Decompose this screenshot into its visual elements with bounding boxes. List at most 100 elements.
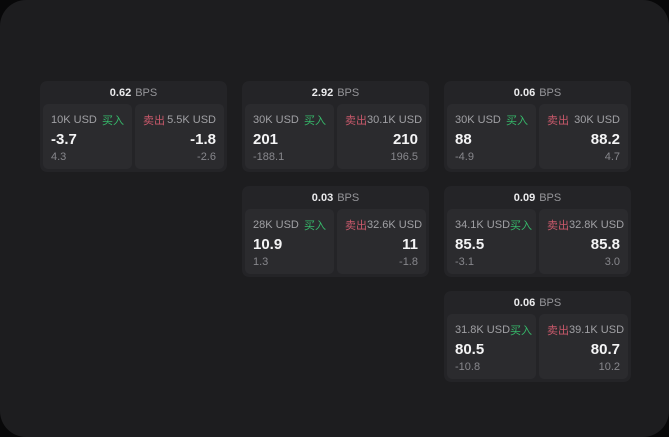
buy-delta: -10.8	[455, 361, 481, 373]
buy-pane[interactable]: 30K USD 买入 201 -188.1	[245, 104, 334, 169]
buy-label: 买入	[304, 115, 326, 127]
sell-label: 卖出	[547, 115, 569, 127]
buy-amount: 30K USD	[455, 114, 501, 126]
bps-unit-label: BPS	[539, 86, 562, 99]
sell-price: 210	[392, 131, 418, 148]
bps-header: 0.06 BPS	[444, 81, 631, 104]
buy-label: 买入	[304, 220, 326, 232]
sell-pane-top: 卖出 30K USD	[547, 112, 620, 128]
sell-pane[interactable]: 卖出 32.6K USD 11 -1.8	[337, 209, 426, 274]
sell-price: 80.7	[590, 341, 620, 358]
sell-amount: 5.5K USD	[167, 114, 216, 126]
buy-delta: 4.3	[51, 151, 67, 163]
sell-label: 卖出	[345, 115, 367, 127]
sell-delta: -2.6	[197, 151, 216, 163]
buy-amount: 28K USD	[253, 219, 299, 231]
spread-card: 2.92 BPS 30K USD 买入 201 -188.1 卖出 30.1K …	[242, 81, 429, 172]
buy-pane[interactable]: 34.1K USD 买入 85.5 -3.1	[447, 209, 536, 274]
buy-delta: -3.1	[455, 256, 474, 268]
buy-pane-top: 31.8K USD 买入	[455, 322, 532, 338]
sell-price: 88.2	[590, 131, 620, 148]
sell-label: 卖出	[547, 220, 569, 232]
buy-price: 85.5	[455, 236, 485, 253]
sell-pane[interactable]: 卖出 30.1K USD 210 196.5	[337, 104, 426, 169]
buy-label: 买入	[102, 115, 124, 127]
buy-pane[interactable]: 30K USD 买入 88 -4.9	[447, 104, 536, 169]
sell-pane[interactable]: 卖出 39.1K USD 80.7 10.2	[539, 314, 628, 379]
buy-amount: 31.8K USD	[455, 324, 511, 336]
sell-label: 卖出	[143, 115, 165, 127]
buy-price: 88	[455, 131, 472, 148]
sell-price: 11	[402, 236, 418, 253]
spread-card: 0.06 BPS 30K USD 买入 88 -4.9 卖出 30K USD	[444, 81, 631, 172]
card-body: 10K USD 买入 -3.7 4.3 卖出 5.5K USD -1.8 -2.…	[40, 104, 227, 172]
sell-pane[interactable]: 卖出 5.5K USD -1.8 -2.6	[135, 104, 224, 169]
buy-price: 201	[253, 131, 279, 148]
sell-label: 卖出	[345, 220, 367, 232]
sell-amount: 30K USD	[574, 114, 620, 126]
spread-card: 0.09 BPS 34.1K USD 买入 85.5 -3.1 卖出 32.8K…	[444, 186, 631, 277]
sell-delta: 196.5	[390, 151, 418, 163]
bps-header: 2.92 BPS	[242, 81, 429, 104]
buy-label: 买入	[506, 115, 528, 127]
buy-pane[interactable]: 10K USD 买入 -3.7 4.3	[43, 104, 132, 169]
buy-pane-top: 30K USD 买入	[253, 112, 326, 128]
bps-value: 0.03	[311, 191, 334, 204]
bps-header: 0.03 BPS	[242, 186, 429, 209]
bps-value: 2.92	[311, 86, 334, 99]
sell-pane-top: 卖出 32.6K USD	[345, 217, 422, 233]
buy-pane-top: 34.1K USD 买入	[455, 217, 532, 233]
buy-pane[interactable]: 28K USD 买入 10.9 1.3	[245, 209, 334, 274]
bps-unit-label: BPS	[135, 86, 158, 99]
bps-header: 0.62 BPS	[40, 81, 227, 104]
buy-amount: 10K USD	[51, 114, 97, 126]
sell-delta: -1.8	[399, 256, 418, 268]
card-body: 30K USD 买入 201 -188.1 卖出 30.1K USD 210 1…	[242, 104, 429, 172]
sell-pane-top: 卖出 32.8K USD	[547, 217, 624, 233]
spread-card: 0.06 BPS 31.8K USD 买入 80.5 -10.8 卖出 39.1…	[444, 291, 631, 382]
cards-grid: 0.62 BPS 10K USD 买入 -3.7 4.3 卖出 5.5K USD	[40, 81, 631, 382]
buy-pane[interactable]: 31.8K USD 买入 80.5 -10.8	[447, 314, 536, 379]
buy-pane-top: 10K USD 买入	[51, 112, 124, 128]
bps-value: 0.62	[109, 86, 132, 99]
sell-label: 卖出	[547, 325, 569, 337]
buy-label: 买入	[510, 220, 533, 232]
buy-delta: 1.3	[253, 256, 269, 268]
buy-price: 10.9	[253, 236, 283, 253]
buy-pane-top: 30K USD 买入	[455, 112, 528, 128]
bps-unit-label: BPS	[337, 86, 360, 99]
sell-price: -1.8	[190, 131, 216, 148]
sell-delta: 10.2	[598, 361, 620, 373]
bps-value: 0.06	[513, 86, 536, 99]
bps-unit-label: BPS	[539, 296, 562, 309]
sell-pane[interactable]: 卖出 30K USD 88.2 4.7	[539, 104, 628, 169]
buy-label: 买入	[510, 325, 533, 337]
sell-pane-top: 卖出 5.5K USD	[143, 112, 216, 128]
bps-unit-label: BPS	[539, 191, 562, 204]
spread-card: 0.62 BPS 10K USD 买入 -3.7 4.3 卖出 5.5K USD	[40, 81, 227, 172]
sell-pane-top: 卖出 39.1K USD	[547, 322, 624, 338]
buy-amount: 30K USD	[253, 114, 299, 126]
buy-delta: -188.1	[253, 151, 285, 163]
buy-price: 80.5	[455, 341, 485, 358]
sell-price: 85.8	[590, 236, 620, 253]
sell-amount: 39.1K USD	[569, 324, 625, 336]
bps-value: 0.06	[513, 296, 536, 309]
buy-price: -3.7	[51, 131, 77, 148]
sell-amount: 32.8K USD	[569, 219, 625, 231]
sell-amount: 32.6K USD	[367, 219, 423, 231]
buy-delta: -4.9	[455, 151, 474, 163]
sell-amount: 30.1K USD	[367, 114, 423, 126]
bps-value: 0.09	[513, 191, 536, 204]
bps-header: 0.09 BPS	[444, 186, 631, 209]
sell-pane[interactable]: 卖出 32.8K USD 85.8 3.0	[539, 209, 628, 274]
card-body: 28K USD 买入 10.9 1.3 卖出 32.6K USD 11 -1.8	[242, 209, 429, 277]
card-body: 34.1K USD 买入 85.5 -3.1 卖出 32.8K USD 85.8…	[444, 209, 631, 277]
card-body: 30K USD 买入 88 -4.9 卖出 30K USD 88.2 4.7	[444, 104, 631, 172]
buy-amount: 34.1K USD	[455, 219, 511, 231]
card-body: 31.8K USD 买入 80.5 -10.8 卖出 39.1K USD 80.…	[444, 314, 631, 382]
sell-pane-top: 卖出 30.1K USD	[345, 112, 422, 128]
sell-delta: 4.7	[604, 151, 620, 163]
sell-delta: 3.0	[604, 256, 620, 268]
